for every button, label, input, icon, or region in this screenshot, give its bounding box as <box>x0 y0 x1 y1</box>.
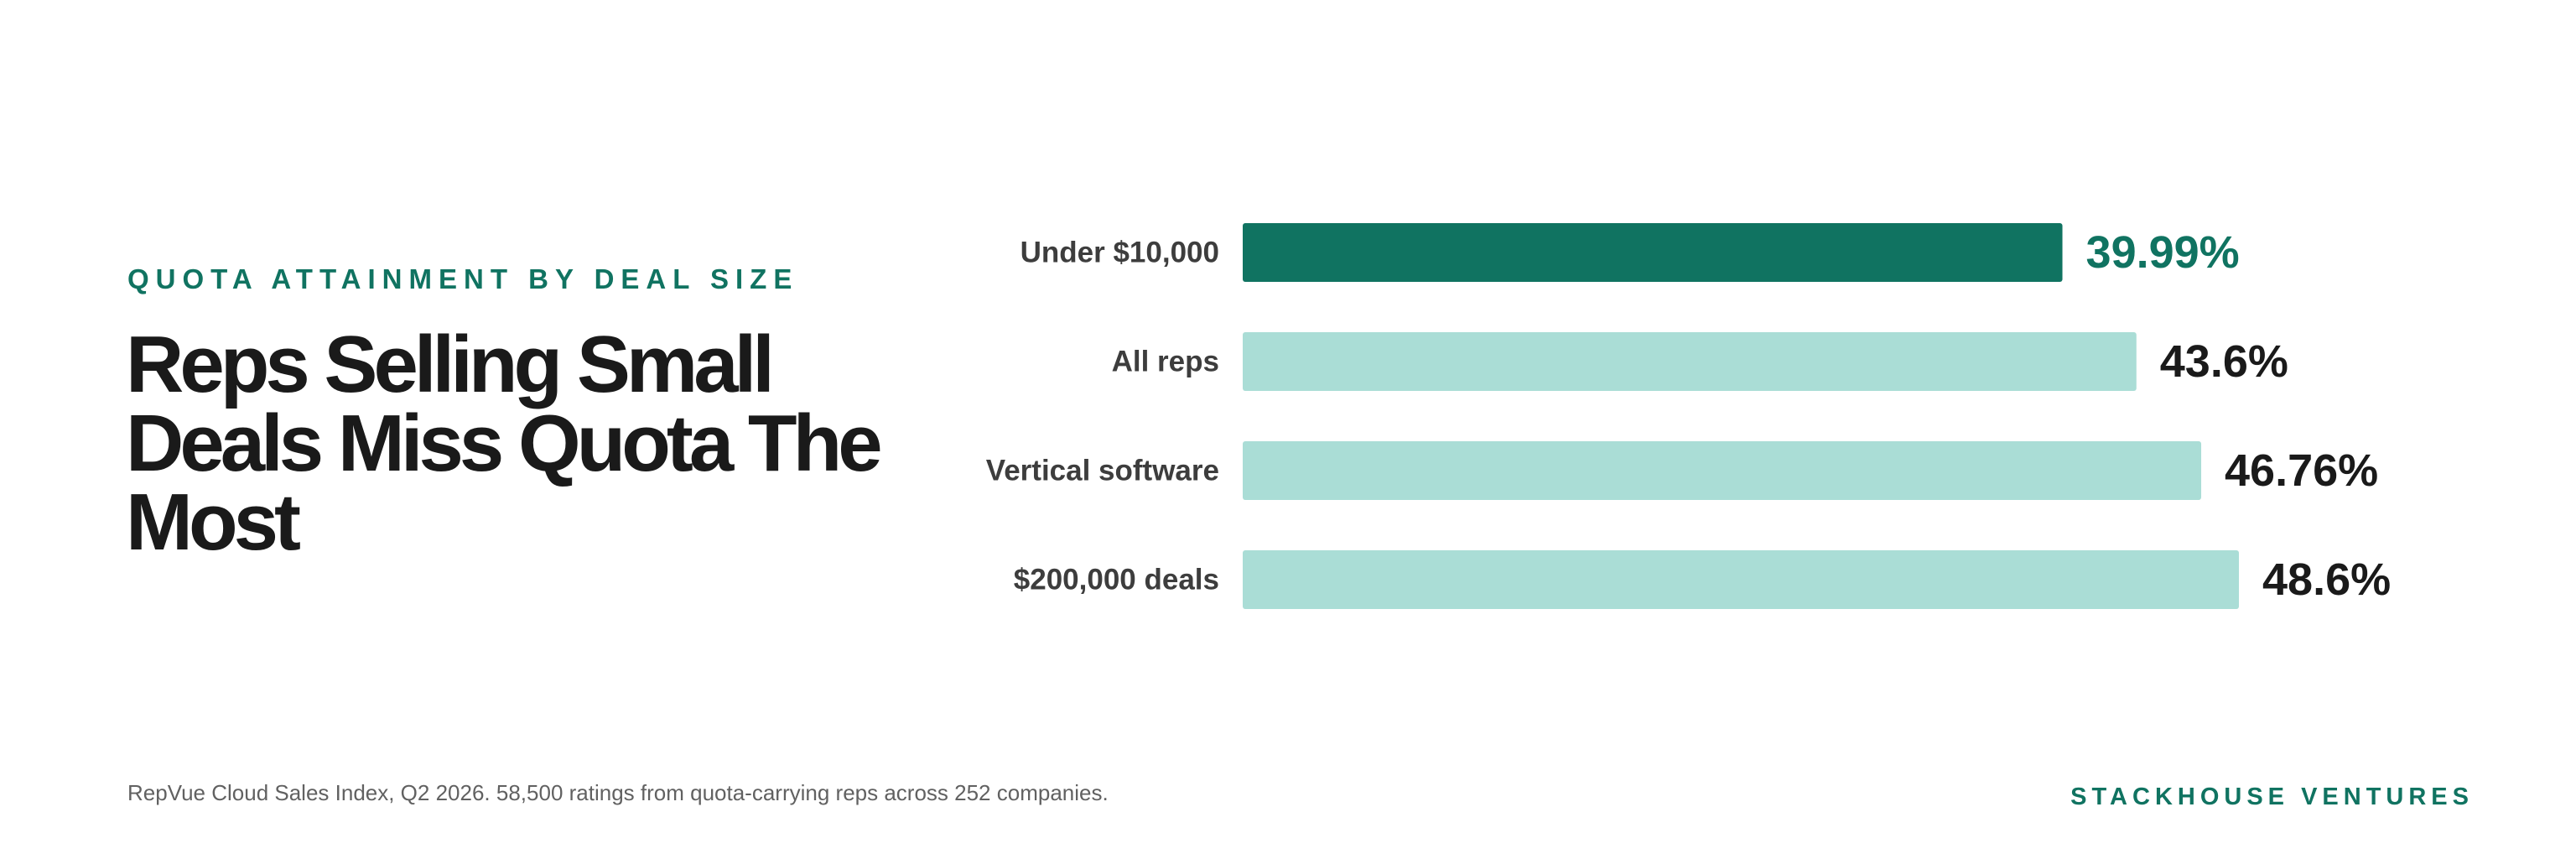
category-label: All reps <box>1112 346 1219 378</box>
category-label: $200,000 deals <box>1014 564 1219 596</box>
value-label: 48.6% <box>2262 554 2391 605</box>
chart-eyebrow: QUOTA ATTAINMENT BY DEAL SIZE <box>127 263 799 294</box>
category-label: Under $10,000 <box>1021 237 1219 269</box>
bar <box>1243 550 2239 609</box>
bar <box>1243 223 2063 282</box>
value-label: 39.99% <box>2086 227 2240 278</box>
category-label: Vertical software <box>986 455 1219 487</box>
value-label: 46.76% <box>2225 445 2378 496</box>
bar <box>1243 332 2137 391</box>
chart-headline: Reps Selling Small Deals Miss Quota The … <box>126 320 883 567</box>
brand-wordmark: STACKHOUSE VENTURES <box>2070 784 2474 810</box>
source-footnote: RepVue Cloud Sales Index, Q2 2026. 58,50… <box>127 780 1109 805</box>
bar <box>1243 441 2202 500</box>
value-label: 43.6% <box>2160 336 2288 387</box>
